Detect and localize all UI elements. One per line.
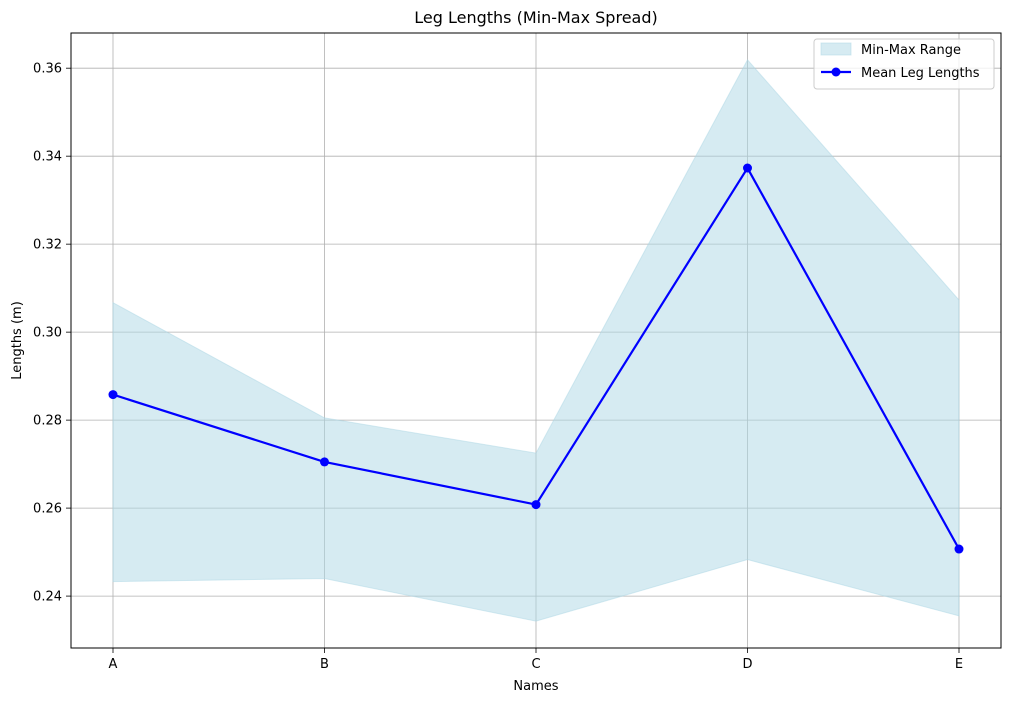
mean-line-layer [108, 163, 964, 554]
chart-title: Leg Lengths (Min-Max Spread) [414, 8, 657, 27]
y-tick-label: 0.32 [33, 238, 62, 253]
y-tick-label: 0.34 [33, 150, 62, 165]
tick-layer: A B C D E 0.24 0.26 0.28 0.30 0.32 0.34 0.36 [33, 62, 963, 672]
range-band-layer [112, 58, 960, 622]
mean-point-B [320, 457, 329, 467]
x-axis-title: Names [513, 679, 558, 694]
y-tick-label: 0.26 [33, 502, 62, 517]
mean-point-D [743, 163, 752, 173]
legend-band-label: Min-Max Range [861, 43, 961, 58]
x-tick-label-A: A [109, 657, 118, 672]
x-tick-label-E: E [955, 657, 963, 672]
mean-point-C [531, 500, 541, 510]
legend-box [813, 38, 995, 90]
legend-line-marker [831, 67, 841, 77]
min-max-range-band [112, 58, 960, 622]
y-tick-label: 0.30 [33, 326, 62, 341]
legend-line-label: Mean Leg Lengths [861, 66, 980, 81]
x-tick-label-D: D [742, 657, 752, 672]
mean-point-E [954, 544, 964, 554]
y-tick-label: 0.28 [33, 414, 62, 429]
x-tick-label-C: C [531, 657, 540, 672]
y-tick-label: 0.36 [33, 62, 62, 77]
mean-point-A [108, 390, 118, 400]
y-axis-title: Lengths (m) [10, 301, 25, 380]
y-tick-label: 0.24 [33, 590, 62, 605]
legend-band-swatch [820, 42, 852, 56]
x-tick-label-B: B [320, 657, 329, 672]
legend: Min-Max Range Mean Leg Lengths [813, 38, 995, 90]
